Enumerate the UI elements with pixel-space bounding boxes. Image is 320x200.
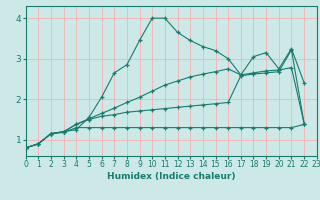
X-axis label: Humidex (Indice chaleur): Humidex (Indice chaleur) [107, 172, 236, 181]
